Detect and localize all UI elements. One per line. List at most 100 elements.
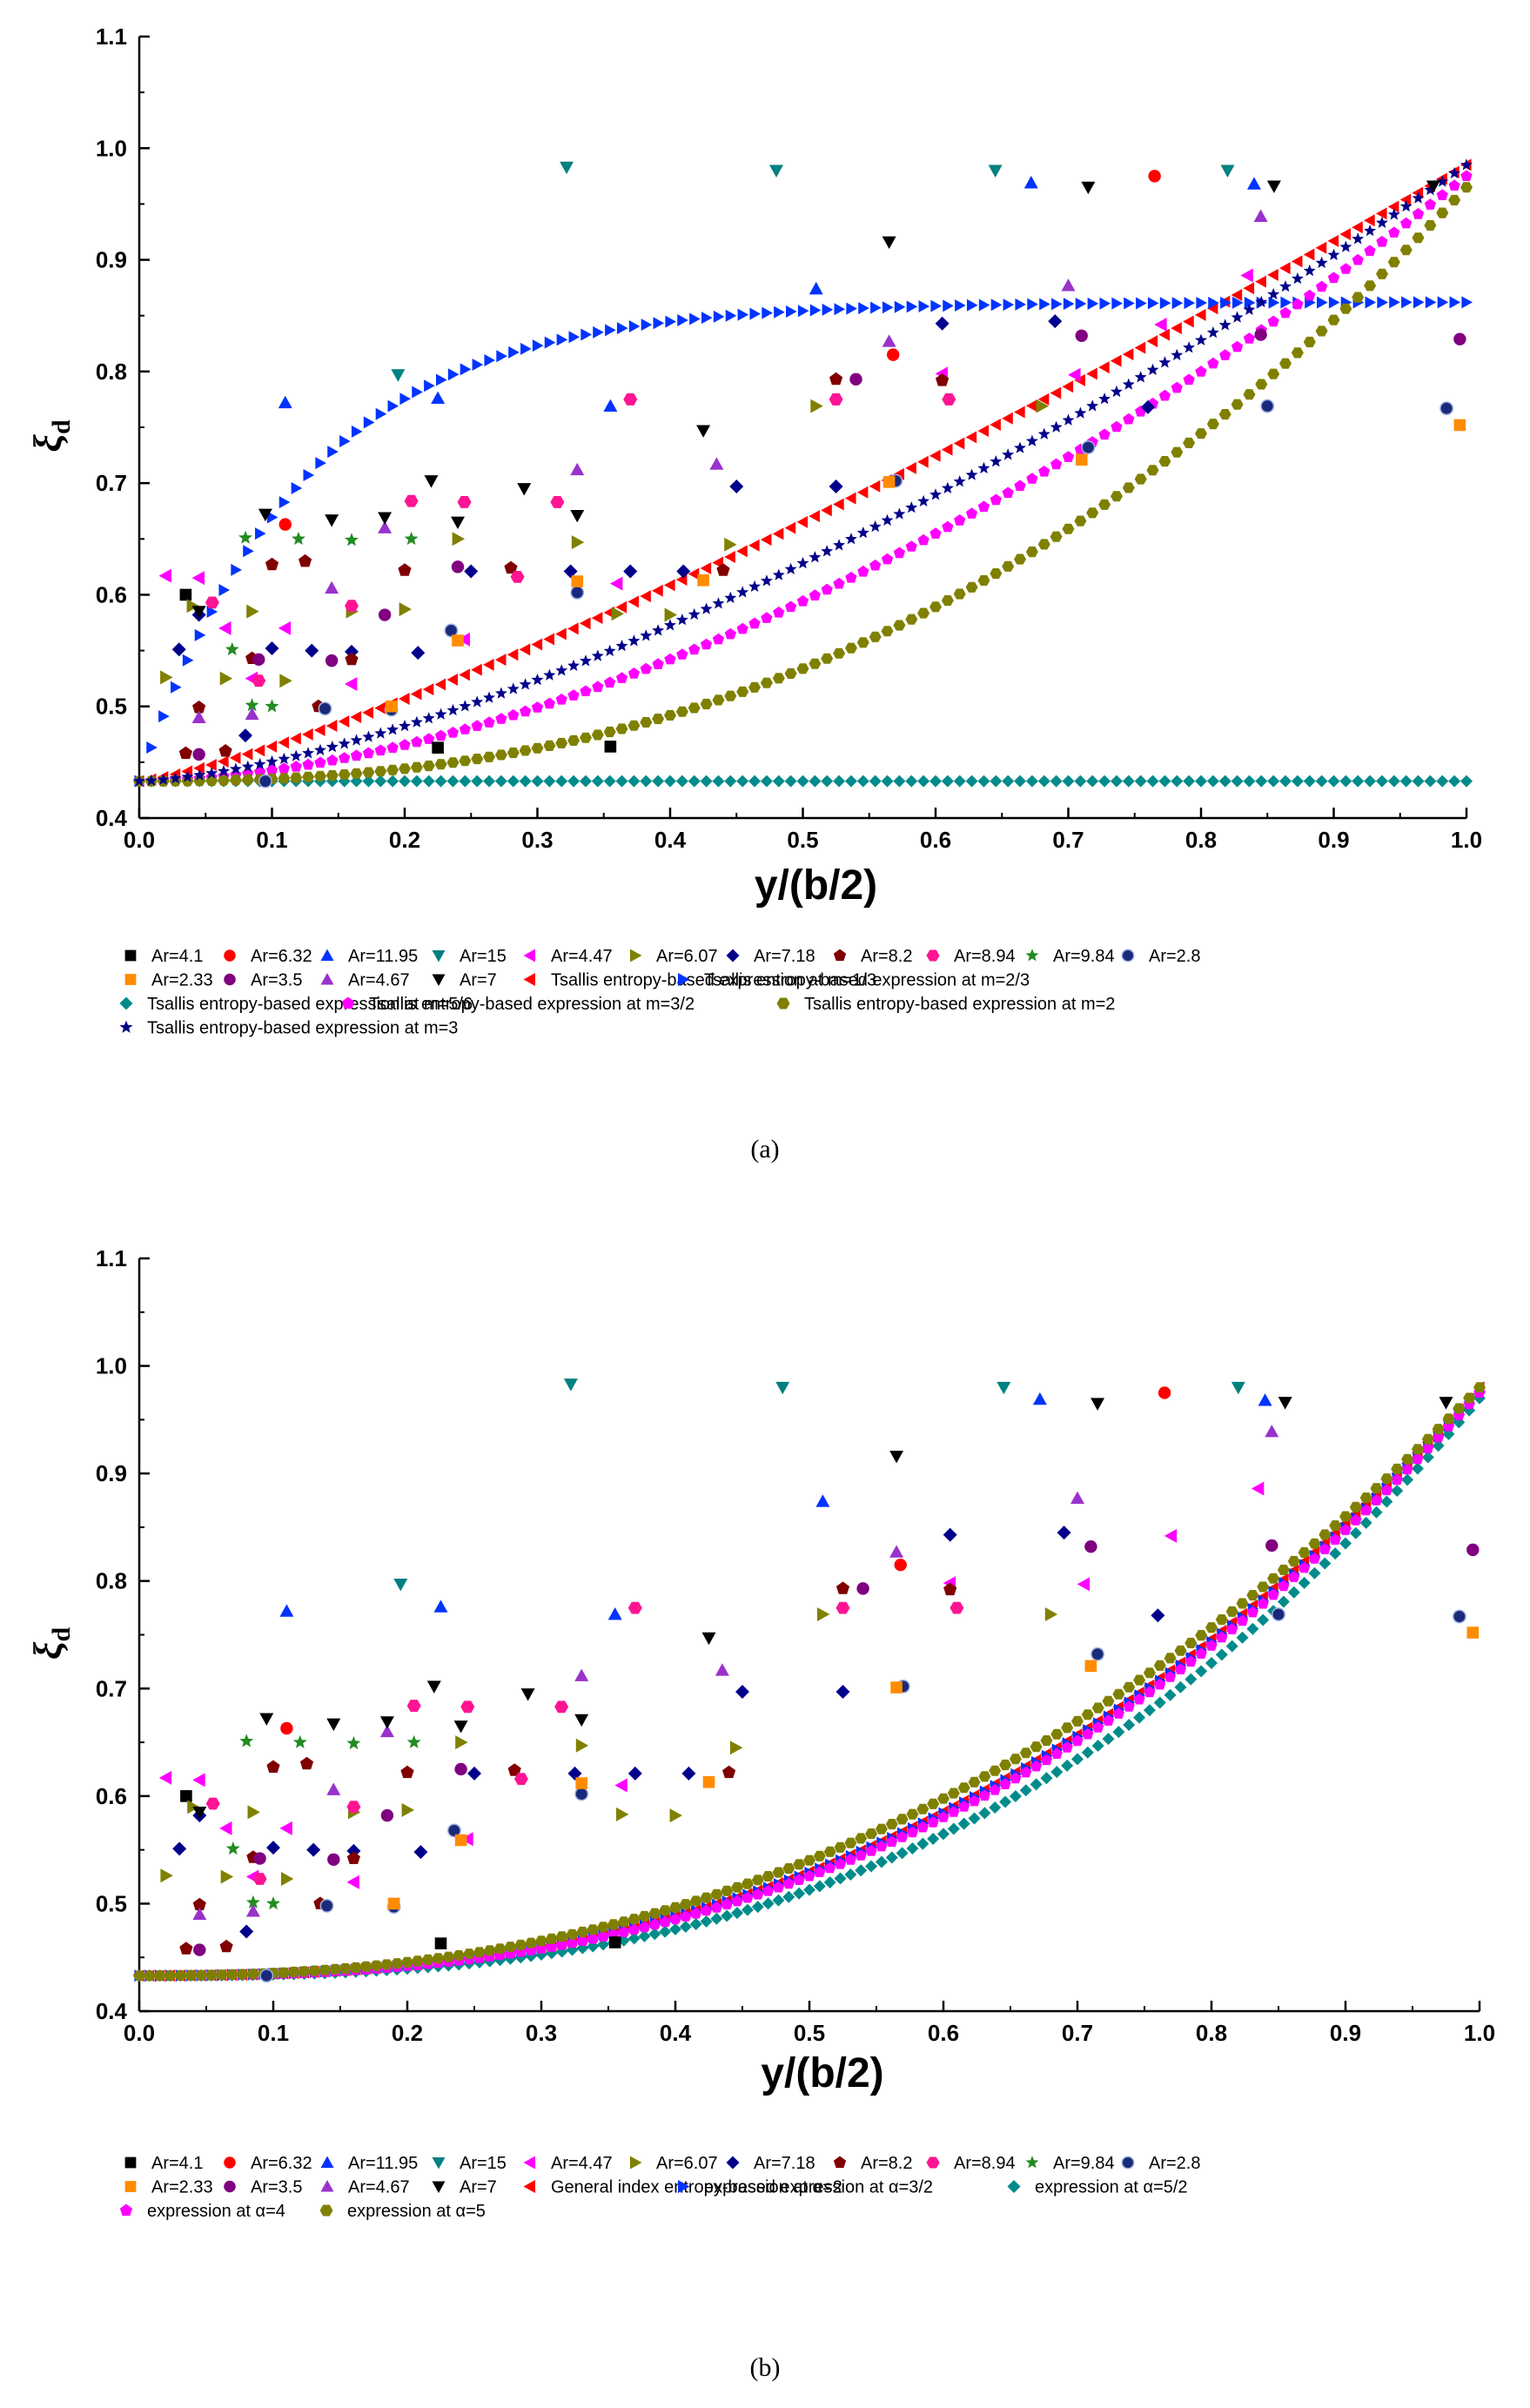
model-point — [1329, 1533, 1341, 1545]
data-point — [345, 600, 359, 613]
y-axis-label-symbol: ξ — [25, 434, 70, 453]
legend-label: Ar=4.47 — [551, 2154, 613, 2173]
model-point — [566, 1936, 579, 1949]
data-point — [467, 1766, 481, 1781]
model-point — [375, 407, 387, 420]
legend-label: Ar=7.18 — [754, 2154, 815, 2173]
data-point — [603, 399, 618, 413]
y-axis-label: ξd — [25, 419, 76, 453]
model-point — [1231, 775, 1244, 788]
legend-symbol — [926, 2156, 940, 2169]
observed-series — [278, 170, 1161, 531]
data-point — [205, 596, 219, 609]
model-point — [386, 723, 399, 735]
model-point — [1329, 1547, 1342, 1560]
legend-item: Tsallis entropy-based expression at m=2 — [776, 995, 1115, 1014]
model-point — [1364, 775, 1377, 788]
model-point — [1243, 303, 1256, 315]
legend-label: Ar=6.07 — [656, 2154, 718, 2173]
model-point — [1268, 296, 1280, 309]
model-point — [858, 302, 869, 315]
model-point — [876, 1840, 888, 1852]
model-point — [605, 324, 616, 337]
model-point — [1147, 297, 1159, 310]
model-point — [1463, 1392, 1476, 1404]
model-point — [194, 628, 206, 641]
model-point — [1364, 245, 1376, 257]
model-point — [1388, 226, 1400, 238]
model-point — [762, 1871, 775, 1882]
model-point — [652, 584, 663, 597]
model-point — [587, 1932, 599, 1944]
model-point — [1061, 1741, 1073, 1753]
data-point — [608, 1936, 621, 1949]
model-point — [350, 734, 363, 746]
model-point — [374, 766, 387, 777]
model-point — [1002, 560, 1015, 572]
legend-symbol — [432, 950, 446, 963]
legend-symbol — [432, 2181, 446, 2193]
model-point — [1014, 553, 1026, 565]
model-point — [1421, 1451, 1434, 1464]
data-point — [1148, 170, 1161, 183]
model-point — [579, 775, 592, 788]
data-point — [810, 399, 823, 413]
model-point — [977, 425, 990, 438]
data-point — [560, 161, 574, 175]
model-point — [615, 775, 628, 788]
legend-item: Ar=6.32 — [224, 947, 312, 966]
model-point — [782, 1863, 795, 1875]
model-point — [1143, 1704, 1156, 1717]
data-point — [890, 1681, 903, 1694]
model-point — [434, 729, 447, 741]
model-point — [1391, 1484, 1404, 1497]
y-tick-label: 0.4 — [96, 805, 128, 831]
model-point — [1432, 1424, 1445, 1435]
model-point — [1298, 1546, 1311, 1558]
data-point — [446, 1823, 461, 1838]
data-point — [676, 564, 691, 579]
y-tick-label: 0.5 — [96, 1890, 127, 1916]
model-point — [1231, 340, 1244, 352]
model-point — [1236, 1598, 1249, 1609]
data-point — [299, 553, 312, 567]
legend-item: Ar=15 — [432, 947, 507, 966]
data-point — [1254, 328, 1267, 341]
legend-symbol — [119, 1020, 133, 1033]
model-point — [1122, 348, 1134, 361]
data-point — [610, 576, 623, 591]
model-point — [865, 1828, 878, 1840]
model-point — [1206, 419, 1219, 430]
panel-caption: (a) — [750, 1135, 779, 1164]
model-point — [615, 723, 628, 734]
model-point — [158, 710, 170, 723]
model-point — [298, 1966, 311, 1977]
model-point — [1038, 466, 1050, 477]
legend-item: Ar=3.5 — [224, 2178, 302, 2197]
model-point — [793, 1887, 806, 1900]
data-point — [346, 1875, 359, 1889]
model-point — [638, 1921, 651, 1933]
model-point — [648, 1928, 661, 1941]
panel-a: 0.0 0.1 0.2 0.3 0.4 0.5 0.6 0.7 0.8 0.9 1.0 0.4 0.5 0… — [25, 23, 1482, 1164]
legend-symbol — [224, 949, 236, 962]
model-point — [1225, 1640, 1238, 1653]
legend-item: Ar=8.2 — [833, 2154, 912, 2173]
model-point — [246, 1969, 259, 1980]
model-point — [1123, 1700, 1135, 1712]
model-point — [1098, 361, 1110, 374]
data-point — [997, 1381, 1011, 1395]
model-series — [133, 158, 1473, 787]
data-point — [988, 164, 1003, 178]
model-point — [845, 571, 857, 583]
model-point — [725, 309, 737, 322]
model-point — [762, 306, 773, 319]
model-point — [1413, 296, 1425, 309]
x-tick-label: 0.5 — [794, 2020, 825, 2046]
model-point — [1195, 1647, 1207, 1659]
model-point — [834, 1872, 847, 1885]
model-point — [494, 654, 507, 667]
model-point — [543, 668, 556, 681]
model-point — [1246, 1622, 1259, 1635]
model-point — [638, 1929, 651, 1942]
